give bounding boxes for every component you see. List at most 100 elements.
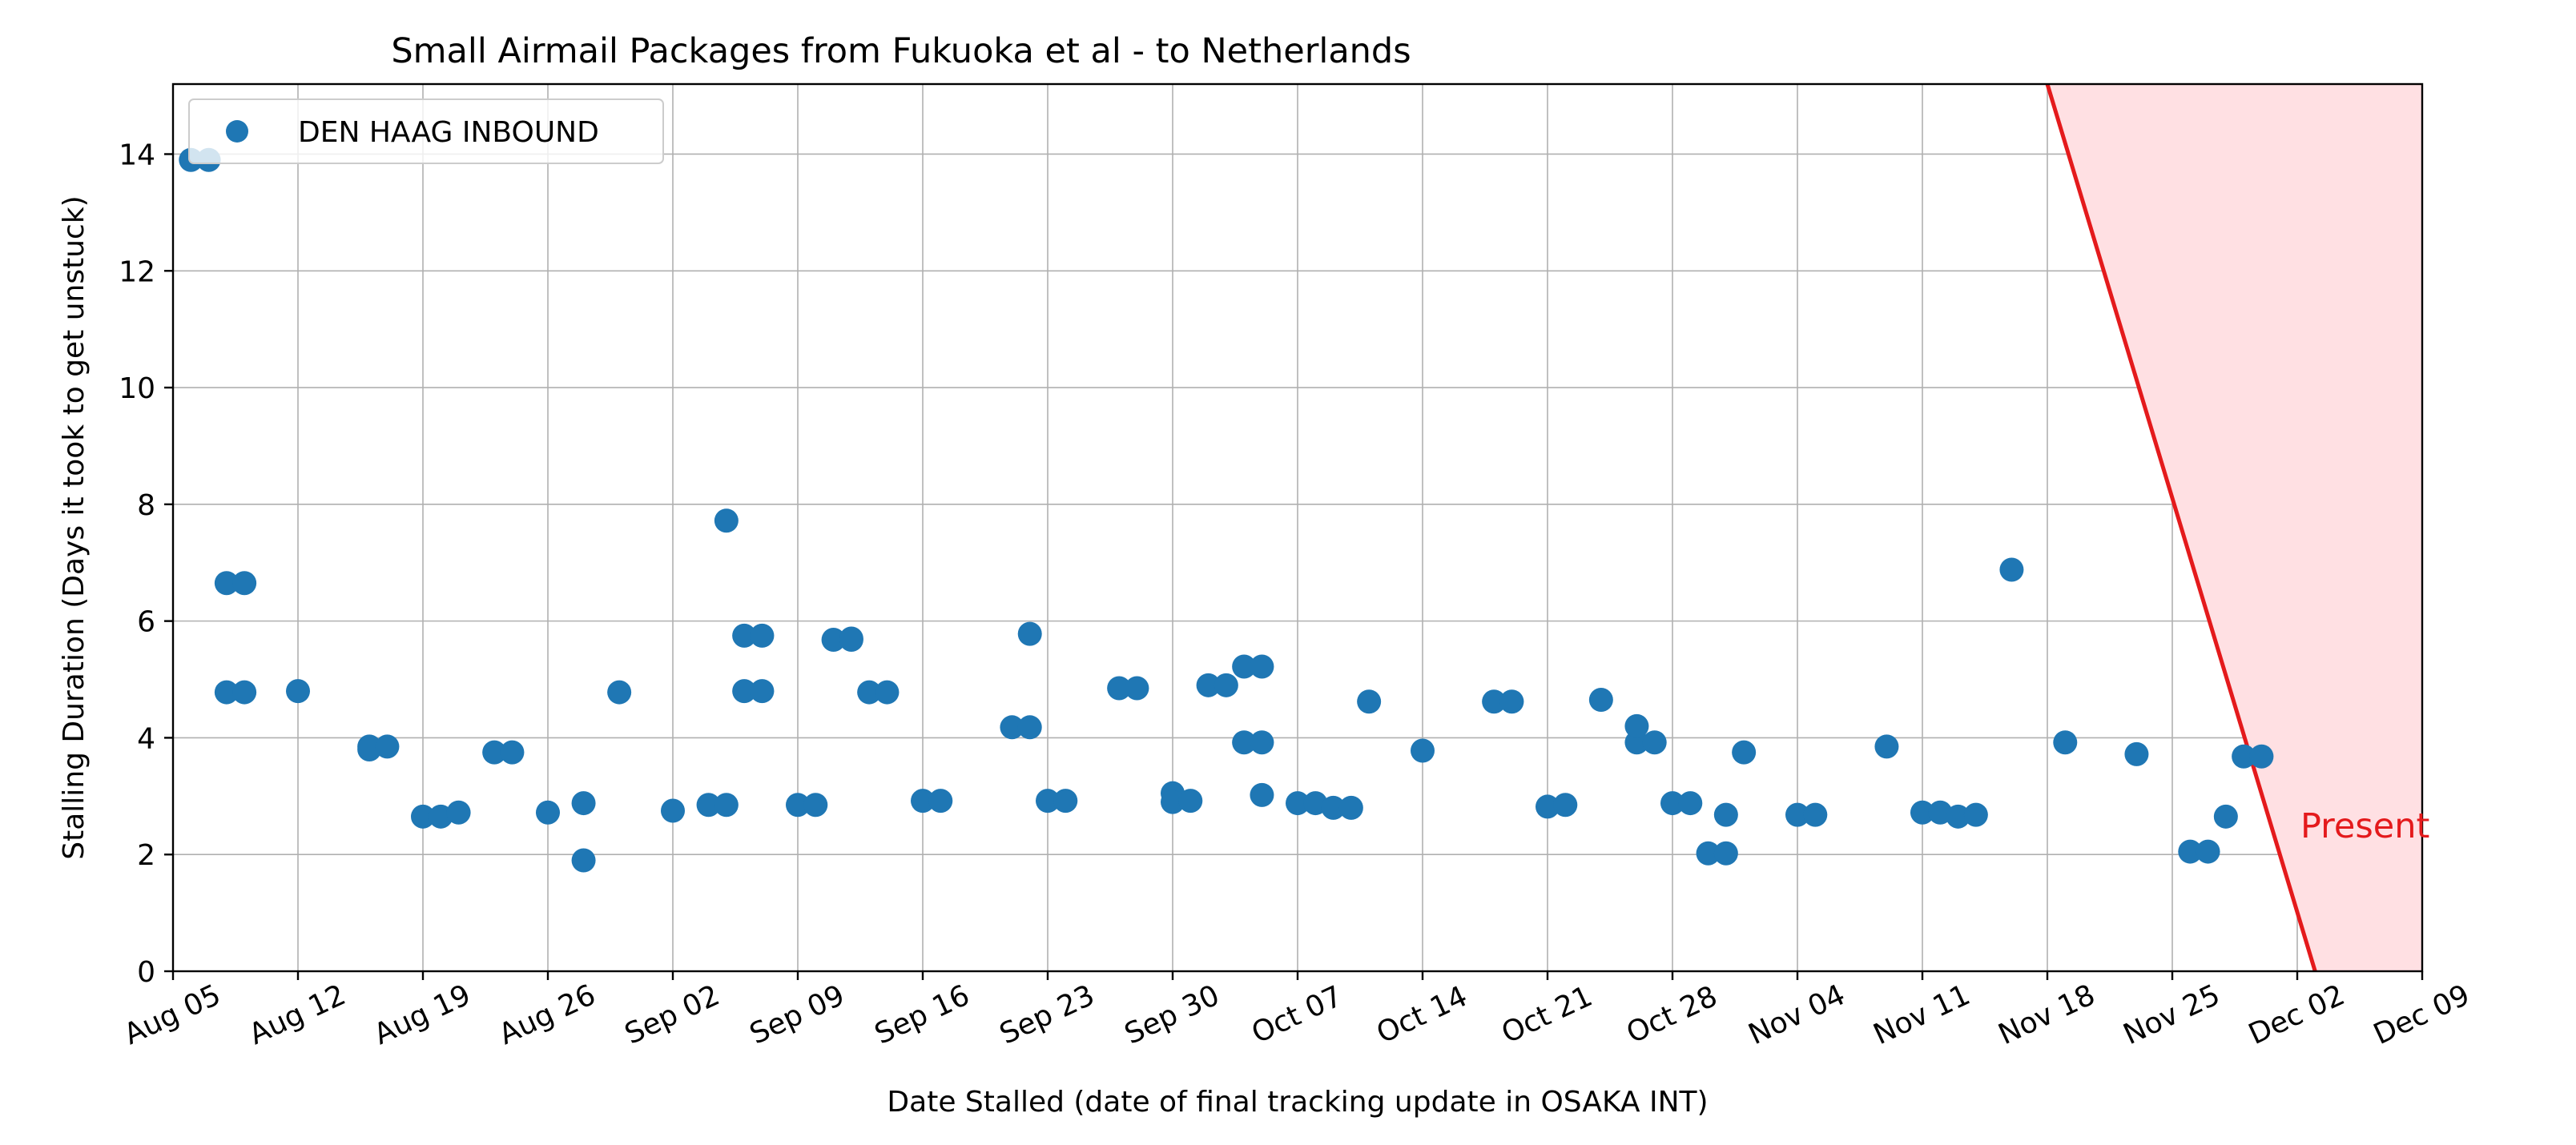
x-tick-label: Oct 21 [1497,980,1598,1051]
x-tick-label: Dec 09 [2369,978,2474,1051]
data-point [1107,676,1132,701]
x-tick-label: Aug 26 [494,978,601,1051]
x-tick-label: Sep 02 [620,979,725,1051]
data-point [2213,804,2238,829]
data-point [732,623,757,648]
data-point [1660,791,1684,816]
data-point [732,679,757,704]
data-point [839,627,863,652]
data-point [803,793,828,818]
data-point [375,734,400,759]
data-point [821,627,846,652]
present-line [2045,83,2317,972]
y-axis: 0 2 4 6 8 10 12 14 [119,139,173,989]
data-point [1536,794,1560,819]
data-point [286,679,310,704]
data-point [1232,730,1257,755]
x-tick-label: Aug 19 [369,978,476,1051]
x-tick-label: Nov 18 [1994,978,2100,1051]
data-point [1338,795,1363,820]
y-tick-label: 14 [119,139,155,171]
x-axis: Aug 05 Aug 12 Aug 19 Aug 26 Sep 02 Sep 09 Sep … [119,971,2475,1051]
data-point [446,800,471,825]
data-point [1678,791,1703,816]
data-point [911,789,935,814]
data-point [1017,715,1042,740]
present-label: Present [2300,806,2429,846]
data-point [1732,740,1757,765]
data-point [1250,654,1274,679]
data-point [1178,789,1203,814]
data-point [1411,738,1435,763]
data-point [1161,789,1185,814]
legend-marker [226,120,248,143]
data-point [2249,744,2274,769]
x-tick-label: Sep 30 [1120,979,1225,1051]
y-tick-label: 8 [137,489,155,522]
data-point [1250,730,1274,755]
legend: DEN HAAG INBOUND [188,98,664,164]
y-axis-label: Stalling Duration (Days it took to get u… [58,195,91,859]
data-point [2053,730,2078,755]
data-point [1499,689,1524,714]
y-tick-label: 2 [137,839,155,872]
data-point [607,680,632,705]
x-tick-label: Sep 09 [745,979,850,1051]
data-point [1874,734,1899,759]
x-tick-label: Dec 02 [2244,978,2349,1051]
data-point [571,848,596,873]
data-point [2178,839,2203,864]
present-shaded-area [2047,84,2422,971]
grid [172,84,2423,972]
data-point [1321,795,1346,820]
data-point [1286,791,1310,816]
data-point [1803,802,1828,827]
data-point [714,508,739,533]
legend-box [188,98,664,164]
data-point [536,800,560,825]
data-point [661,798,685,823]
data-point [1196,673,1221,697]
x-tick-label: Oct 28 [1622,980,1723,1051]
data-point [1214,673,1238,697]
data-point [1910,800,1934,825]
data-point [1642,730,1667,755]
data-point [232,571,257,596]
data-point [1588,688,1613,713]
data-point [1000,715,1024,740]
data-point [1036,789,1060,814]
data-point [1053,789,1078,814]
data-point [857,680,882,705]
data-points [179,147,2274,873]
x-tick-label: Nov 11 [1869,978,1975,1051]
data-point [1785,802,1809,827]
y-tick-label: 6 [137,606,155,639]
data-point [214,571,239,596]
data-point [1946,804,1970,829]
data-point [500,740,525,765]
chart-title: Small Airmail Packages from Fukuoka et a… [391,31,1411,71]
data-point [232,680,257,705]
data-point [1125,676,1149,701]
x-tick-label: Aug 05 [119,978,226,1051]
data-point [214,680,239,705]
data-point [482,740,507,765]
data-point [1999,557,2024,582]
data-point [750,679,775,704]
legend-label: DEN HAAG INBOUND [298,116,599,149]
data-point [714,793,739,818]
data-point [928,789,953,814]
y-tick-label: 10 [119,372,155,405]
data-point [2196,839,2220,864]
x-tick-label: Sep 23 [995,979,1100,1051]
x-tick-label: Oct 14 [1372,980,1473,1051]
data-point [1357,689,1382,714]
data-point [1696,841,1721,866]
x-tick-label: Oct 07 [1247,980,1348,1051]
data-point [1482,689,1507,714]
x-axis-label: Date Stalled (date of final tracking upd… [887,1086,1708,1119]
data-point [750,623,775,648]
data-point [1250,782,1274,807]
data-point [2124,741,2149,766]
